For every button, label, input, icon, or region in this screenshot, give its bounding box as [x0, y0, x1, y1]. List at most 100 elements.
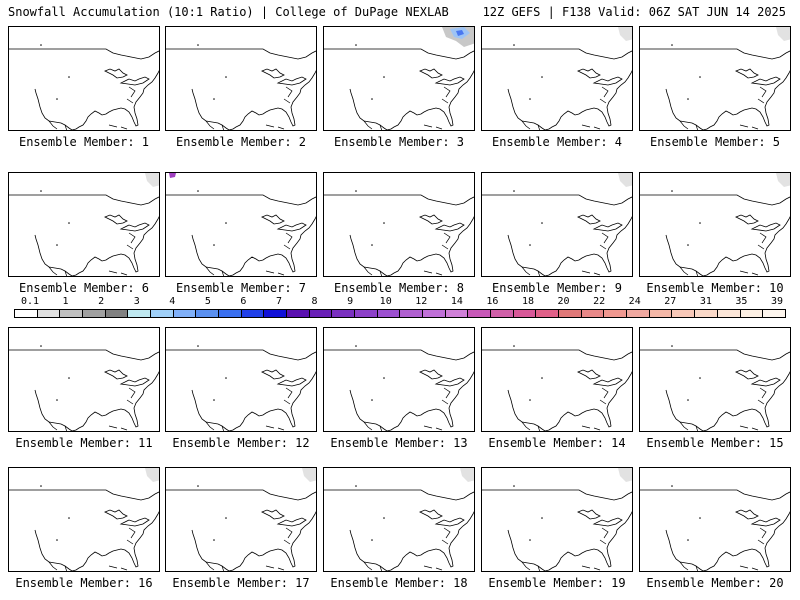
- ensemble-member-label: Ensemble Member: 19: [488, 576, 626, 590]
- colorbar-tick-label: 14: [450, 296, 463, 307]
- ensemble-member-map: [8, 327, 160, 432]
- ensemble-member-map: [8, 467, 160, 572]
- ensemble-member-label: Ensemble Member: 17: [172, 576, 310, 590]
- ensemble-member-map: [323, 327, 475, 432]
- colorbar-tick-label: 18: [521, 296, 535, 307]
- colorbar-tick-labels: 0.1 1 2 3 4 5 6 7 8 9 10 12 14 16 18 20 22 24 27 31 35 39: [0, 296, 800, 308]
- colorbar-swatch: [287, 310, 310, 317]
- colorbar-tick-label: 5: [204, 296, 211, 307]
- colorbar-swatch: [83, 310, 106, 317]
- colorbar-swatch: [763, 310, 785, 317]
- colorbar-swatch: [128, 310, 152, 317]
- model-run-info: 12Z GEFS | F138 Valid: 06Z SAT JUN 14 20…: [482, 5, 786, 19]
- ensemble-member-map: [639, 172, 791, 277]
- colorbar-tick-label: 22: [593, 296, 606, 307]
- ensemble-member-label: Ensemble Member: 1: [18, 135, 150, 149]
- colorbar-tick-label: 3: [133, 296, 140, 307]
- colorbar-tick-label: 6: [240, 296, 247, 307]
- map-title: Snowfall Accumulation (10:1 Ratio) | Col…: [8, 5, 449, 19]
- colorbar-swatch: [717, 310, 741, 317]
- ensemble-member-map: [639, 327, 791, 432]
- colorbar-swatch: [536, 310, 560, 317]
- colorbar-swatch: [740, 310, 764, 317]
- colorbar-tick-label: 27: [664, 296, 677, 307]
- colorbar-swatch: [445, 310, 469, 317]
- colorbar-swatch: [37, 310, 61, 317]
- snowfall-colorbar: [14, 309, 786, 318]
- colorbar-swatch: [219, 310, 242, 317]
- ensemble-member-map: [481, 327, 633, 432]
- colorbar-swatch: [196, 310, 220, 317]
- colorbar-tick-label: 10: [379, 296, 392, 307]
- colorbar-swatch: [468, 310, 492, 317]
- colorbar-tick-label: 39: [770, 296, 784, 307]
- colorbar-tick-label: 1: [62, 296, 69, 307]
- colorbar-swatch: [105, 310, 129, 317]
- ensemble-member-map: [8, 172, 160, 277]
- colorbar-tick-label: 12: [415, 296, 428, 307]
- colorbar-tick-label: 24: [628, 296, 641, 307]
- ensemble-member-map: [481, 26, 633, 131]
- ensemble-member-label: Ensemble Member: 11: [15, 436, 153, 450]
- colorbar-swatch: [264, 310, 288, 317]
- colorbar-tick-label: 9: [347, 296, 354, 307]
- colorbar-swatch: [377, 310, 401, 317]
- ensemble-member-label: Ensemble Member: 15: [646, 436, 784, 450]
- colorbar-swatch: [513, 310, 537, 317]
- ensemble-member-label: Ensemble Member: 2: [175, 135, 307, 149]
- ensemble-member-label: Ensemble Member: 12: [172, 436, 310, 450]
- ensemble-member-label: Ensemble Member: 7: [175, 281, 307, 295]
- ensemble-member-label: Ensemble Member: 14: [488, 436, 626, 450]
- colorbar-tick-label: 0.1: [20, 296, 40, 307]
- colorbar-swatch: [491, 310, 514, 317]
- colorbar-swatch: [559, 310, 582, 317]
- colorbar-swatch: [581, 310, 605, 317]
- colorbar-swatch: [627, 310, 650, 317]
- ensemble-member-map: [481, 172, 633, 277]
- ensemble-member-label: Ensemble Member: 13: [330, 436, 468, 450]
- colorbar-swatch: [400, 310, 424, 317]
- colorbar-swatch: [151, 310, 174, 317]
- colorbar-swatch: [695, 310, 718, 317]
- ensemble-member-map: [639, 467, 791, 572]
- colorbar-tick-label: 35: [735, 296, 748, 307]
- ensemble-member-label: Ensemble Member: 10: [646, 281, 784, 295]
- ensemble-member-map: [165, 172, 317, 277]
- ensemble-member-label: Ensemble Member: 16: [15, 576, 153, 590]
- ensemble-member-label: Ensemble Member: 5: [649, 135, 781, 149]
- colorbar-tick-label: 2: [98, 296, 105, 307]
- ensemble-member-label: Ensemble Member: 3: [333, 135, 465, 149]
- colorbar-tick-label: 8: [311, 296, 318, 307]
- colorbar-swatch: [241, 310, 265, 317]
- colorbar-swatch: [15, 310, 38, 317]
- colorbar-tick-label: 16: [486, 296, 499, 307]
- ensemble-member-map: [165, 327, 317, 432]
- ensemble-member-map: [323, 172, 475, 277]
- ensemble-member-map: [481, 467, 633, 572]
- ensemble-member-map: [8, 26, 160, 131]
- ensemble-member-label: Ensemble Member: 4: [491, 135, 623, 149]
- colorbar-tick-label: 31: [699, 296, 712, 307]
- ensemble-member-label: Ensemble Member: 6: [18, 281, 150, 295]
- colorbar-swatch: [355, 310, 378, 317]
- colorbar-tick-label: 7: [275, 296, 283, 307]
- ensemble-member-map: [165, 467, 317, 572]
- ensemble-member-label: Ensemble Member: 18: [330, 576, 468, 590]
- ensemble-member-label: Ensemble Member: 9: [491, 281, 623, 295]
- ensemble-member-map: [165, 26, 317, 131]
- ensemble-member-map: [639, 26, 791, 131]
- colorbar-swatch: [60, 310, 84, 317]
- colorbar-swatch: [173, 310, 197, 317]
- colorbar-swatch: [309, 310, 333, 317]
- ensemble-member-label: Ensemble Member: 8: [333, 281, 465, 295]
- colorbar-tick-label: 4: [169, 296, 176, 307]
- colorbar-swatch: [423, 310, 446, 317]
- ensemble-member-map: [323, 26, 475, 131]
- ensemble-member-label: Ensemble Member: 20: [646, 576, 784, 590]
- colorbar-tick-label: 20: [557, 296, 570, 307]
- colorbar-swatch: [332, 310, 356, 317]
- ensemble-member-map: [323, 467, 475, 572]
- colorbar-swatch: [672, 310, 696, 317]
- colorbar-swatch: [649, 310, 673, 317]
- colorbar-swatch: [604, 310, 628, 317]
